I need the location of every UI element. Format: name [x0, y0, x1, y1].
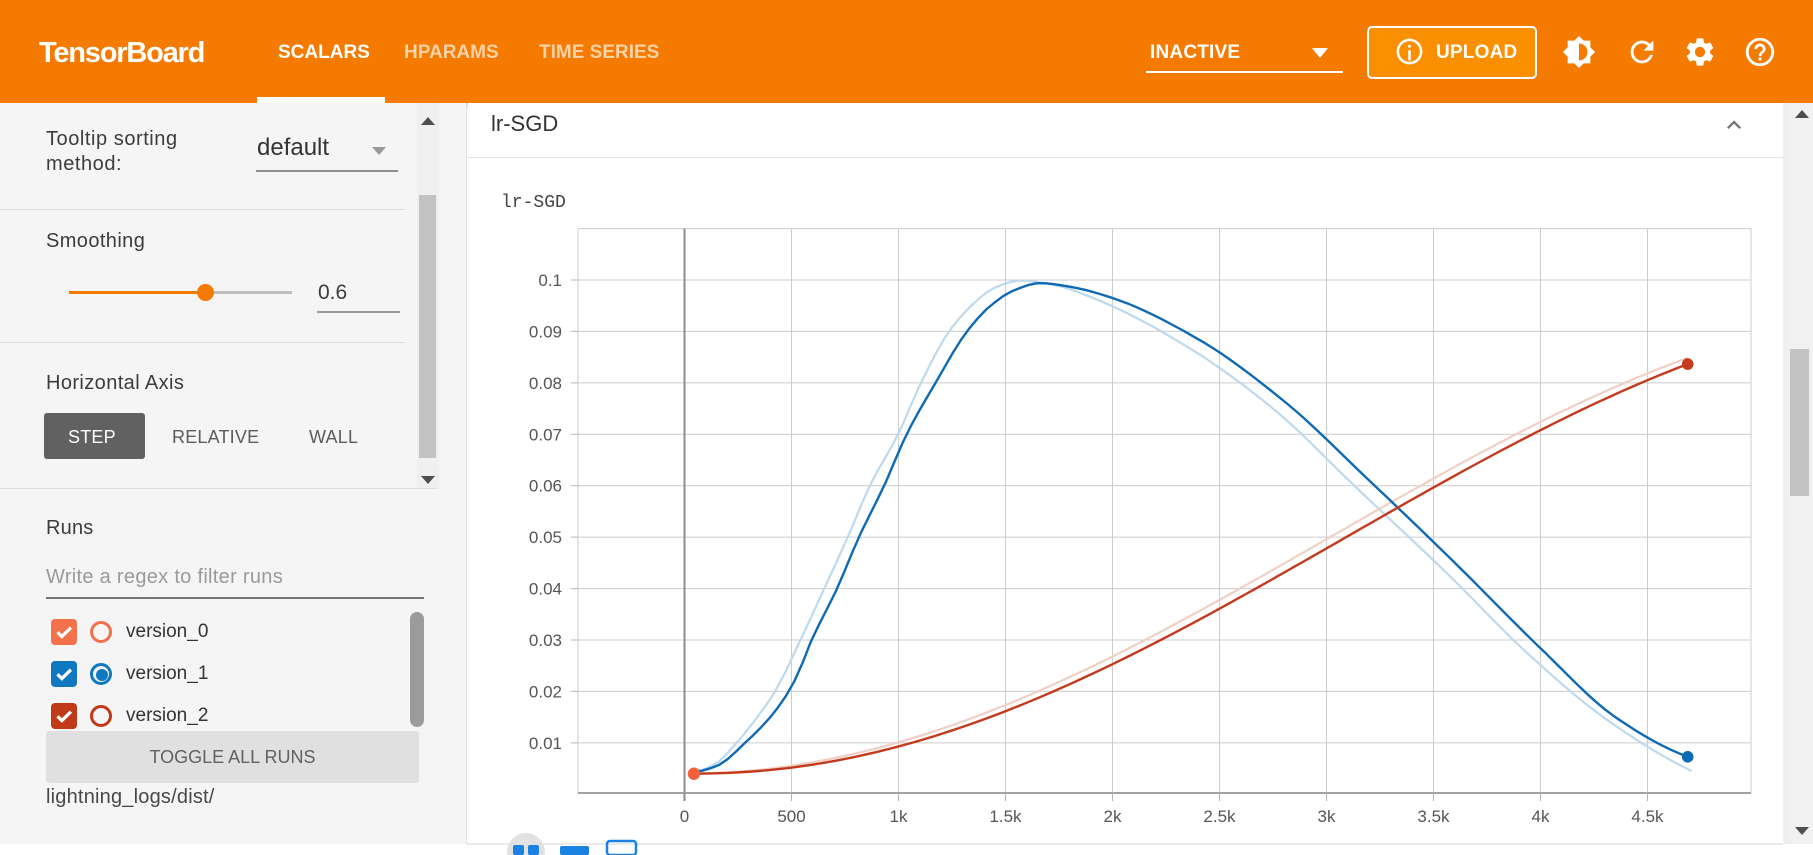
svg-text:500: 500: [777, 807, 805, 826]
svg-text:1.5k: 1.5k: [989, 807, 1022, 826]
svg-text:3k: 3k: [1318, 807, 1336, 826]
svg-text:2k: 2k: [1104, 807, 1122, 826]
svg-text:4k: 4k: [1532, 807, 1550, 826]
svg-text:4.5k: 4.5k: [1631, 807, 1664, 826]
svg-text:0.09: 0.09: [529, 322, 562, 341]
svg-text:0.04: 0.04: [529, 580, 562, 599]
svg-text:1k: 1k: [890, 807, 908, 826]
svg-text:3.5k: 3.5k: [1417, 807, 1450, 826]
svg-text:0: 0: [680, 807, 689, 826]
svg-text:0.08: 0.08: [529, 374, 562, 393]
svg-text:2.5k: 2.5k: [1203, 807, 1236, 826]
svg-text:0.07: 0.07: [529, 425, 562, 444]
svg-text:0.06: 0.06: [529, 477, 562, 496]
svg-text:0.1: 0.1: [538, 271, 562, 290]
svg-text:0.02: 0.02: [529, 682, 562, 701]
svg-text:0.01: 0.01: [529, 734, 562, 753]
svg-text:0.05: 0.05: [529, 528, 562, 547]
svg-text:0.03: 0.03: [529, 631, 562, 650]
